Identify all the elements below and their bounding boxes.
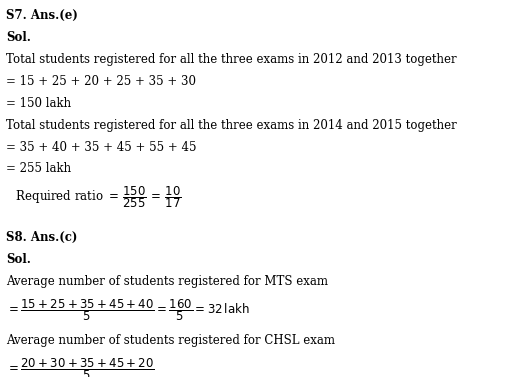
Text: Average number of students registered for CHSL exam: Average number of students registered fo… xyxy=(6,334,336,347)
Text: Required ratio $=\,\dfrac{150}{255}\,=\,\dfrac{10}{17}$: Required ratio $=\,\dfrac{150}{255}\,=\,… xyxy=(12,184,181,210)
Text: = 150 lakh: = 150 lakh xyxy=(6,97,72,110)
Text: Sol.: Sol. xyxy=(6,253,31,266)
Text: $=\dfrac{20+30+35+45+20}{5}$: $=\dfrac{20+30+35+45+20}{5}$ xyxy=(6,356,155,377)
Text: Total students registered for all the three exams in 2012 and 2013 together: Total students registered for all the th… xyxy=(6,53,457,66)
Text: Average number of students registered for MTS exam: Average number of students registered fo… xyxy=(6,275,328,288)
Text: S8. Ans.(c): S8. Ans.(c) xyxy=(6,231,78,244)
Text: Total students registered for all the three exams in 2014 and 2015 together: Total students registered for all the th… xyxy=(6,119,457,132)
Text: = 15 + 25 + 20 + 25 + 35 + 30: = 15 + 25 + 20 + 25 + 35 + 30 xyxy=(6,75,196,88)
Text: $=\dfrac{15+25+35+45+40}{5}=\dfrac{160}{5}=32\,\mathrm{lakh}$: $=\dfrac{15+25+35+45+40}{5}=\dfrac{160}{… xyxy=(6,297,250,323)
Text: Sol.: Sol. xyxy=(6,31,31,44)
Text: = 255 lakh: = 255 lakh xyxy=(6,162,72,175)
Text: S7. Ans.(e): S7. Ans.(e) xyxy=(6,9,78,22)
Text: = 35 + 40 + 35 + 45 + 55 + 45: = 35 + 40 + 35 + 45 + 55 + 45 xyxy=(6,141,197,153)
